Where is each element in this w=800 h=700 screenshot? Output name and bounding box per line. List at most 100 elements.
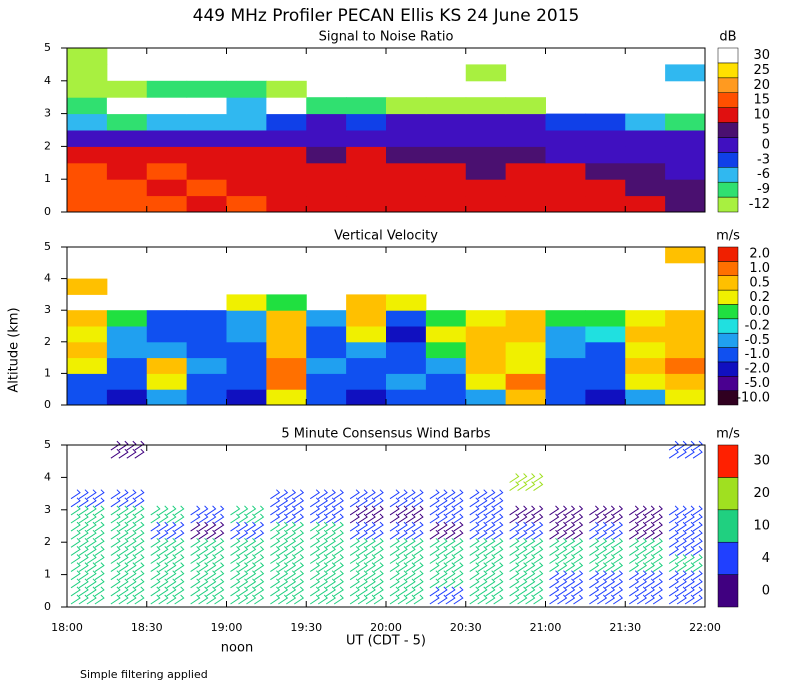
heat-cell [266, 130, 307, 147]
heat-cell [665, 357, 706, 374]
heat-cell [665, 247, 706, 264]
panel-title: Signal to Noise Ratio [319, 30, 454, 45]
heat-cell [346, 146, 387, 164]
heat-cell [67, 310, 108, 327]
heat-cell [146, 80, 188, 98]
wind-barb [429, 537, 464, 556]
wind-barb [150, 570, 185, 589]
heat-cell [665, 162, 706, 180]
heat-cell [306, 179, 347, 197]
heat-cell [425, 373, 467, 390]
y-tick-label: 1 [44, 172, 51, 185]
heat-cell [106, 326, 148, 343]
colorbar-label: 1.0 [749, 261, 770, 276]
colorbar-swatch [717, 167, 739, 183]
wind-barb [549, 537, 584, 556]
heat-cell [146, 97, 188, 115]
heat-cell [386, 310, 427, 327]
heat-cell [346, 310, 387, 327]
heat-cell [665, 179, 706, 197]
heat-cell [306, 130, 347, 147]
heat-cell [146, 326, 188, 343]
heat-cell [386, 294, 427, 311]
wind-barb [70, 570, 105, 589]
heat-cell [465, 162, 507, 180]
heat-cell [386, 162, 427, 180]
colorbar-label: 0 [762, 137, 770, 152]
wind-barb [549, 554, 584, 573]
heat-cell [386, 195, 427, 213]
heat-cell [186, 389, 227, 406]
wind-barb [628, 554, 663, 573]
wind-barb [589, 505, 624, 524]
wind-barb [469, 554, 504, 573]
heat-cell [346, 179, 387, 197]
heat-cell [545, 146, 586, 164]
colorbar-swatch [717, 541, 739, 575]
heat-cell [106, 80, 148, 98]
heat-cell [106, 195, 148, 213]
wind-barb [70, 505, 105, 524]
colorbar-label: -2.0 [745, 362, 770, 377]
y-tick-label: 2 [44, 335, 51, 348]
heat-cell [386, 113, 427, 131]
wind-barb [349, 521, 384, 540]
wind-barb [110, 537, 145, 556]
heat-cell [146, 113, 188, 131]
colorbar-label: 30 [753, 48, 770, 63]
x-axis-label: UT (CDT - 5) [346, 634, 426, 649]
x-tick-label: 22:00 [689, 621, 721, 634]
colorbar-swatch [717, 137, 739, 153]
heat-cell [505, 389, 546, 406]
colorbar-label: 25 [753, 63, 770, 78]
colorbar-swatch [717, 304, 739, 320]
wind-barb [230, 586, 265, 605]
heat-cell [585, 146, 626, 164]
wind-barb [429, 570, 464, 589]
heat-cell [67, 195, 108, 213]
colorbar-label: 0 [762, 583, 770, 598]
heat-cell [465, 341, 507, 359]
wind-barb [190, 521, 225, 540]
colorbar-swatch [717, 332, 739, 348]
heat-cell [67, 389, 108, 406]
heat-cell [346, 97, 387, 115]
colorbar-label: -10.0 [736, 390, 770, 405]
heat-cell [226, 326, 267, 343]
y-tick-label: 5 [44, 438, 51, 451]
wind-barb [628, 505, 663, 524]
heat-cell [585, 195, 626, 213]
figure-title: 449 MHz Profiler PECAN Ellis KS 24 June … [193, 6, 580, 26]
heat-cell [585, 130, 626, 147]
wind-barb [668, 440, 703, 459]
heat-cell [425, 326, 467, 343]
wind-barb [270, 554, 305, 573]
wind-barb [668, 554, 703, 573]
wind-barb [509, 586, 544, 605]
heat-cell [465, 195, 507, 213]
colorbar-label: -9 [757, 182, 770, 197]
heat-cell [505, 357, 546, 374]
heat-cell [186, 162, 227, 180]
heat-cell [186, 80, 227, 98]
heat-cell [585, 341, 626, 359]
wind-barb [429, 489, 464, 508]
wind-barb [270, 570, 305, 589]
heat-cell [266, 310, 307, 327]
heat-cell [266, 146, 307, 164]
heat-cell [67, 179, 108, 197]
y-tick-label: 1 [44, 568, 51, 581]
wind-barb [270, 505, 305, 524]
heat-cell [186, 310, 227, 327]
wind-barb [668, 537, 703, 556]
wind-barb [668, 505, 703, 524]
wind-barb [469, 570, 504, 589]
wind-barb [230, 554, 265, 573]
wind-barb [110, 521, 145, 540]
wind-barb [230, 505, 265, 524]
heat-cell [545, 373, 586, 390]
wind-barb [668, 570, 703, 589]
heat-cell [186, 113, 227, 131]
wind-barb [309, 554, 344, 573]
heat-cell [665, 130, 706, 147]
